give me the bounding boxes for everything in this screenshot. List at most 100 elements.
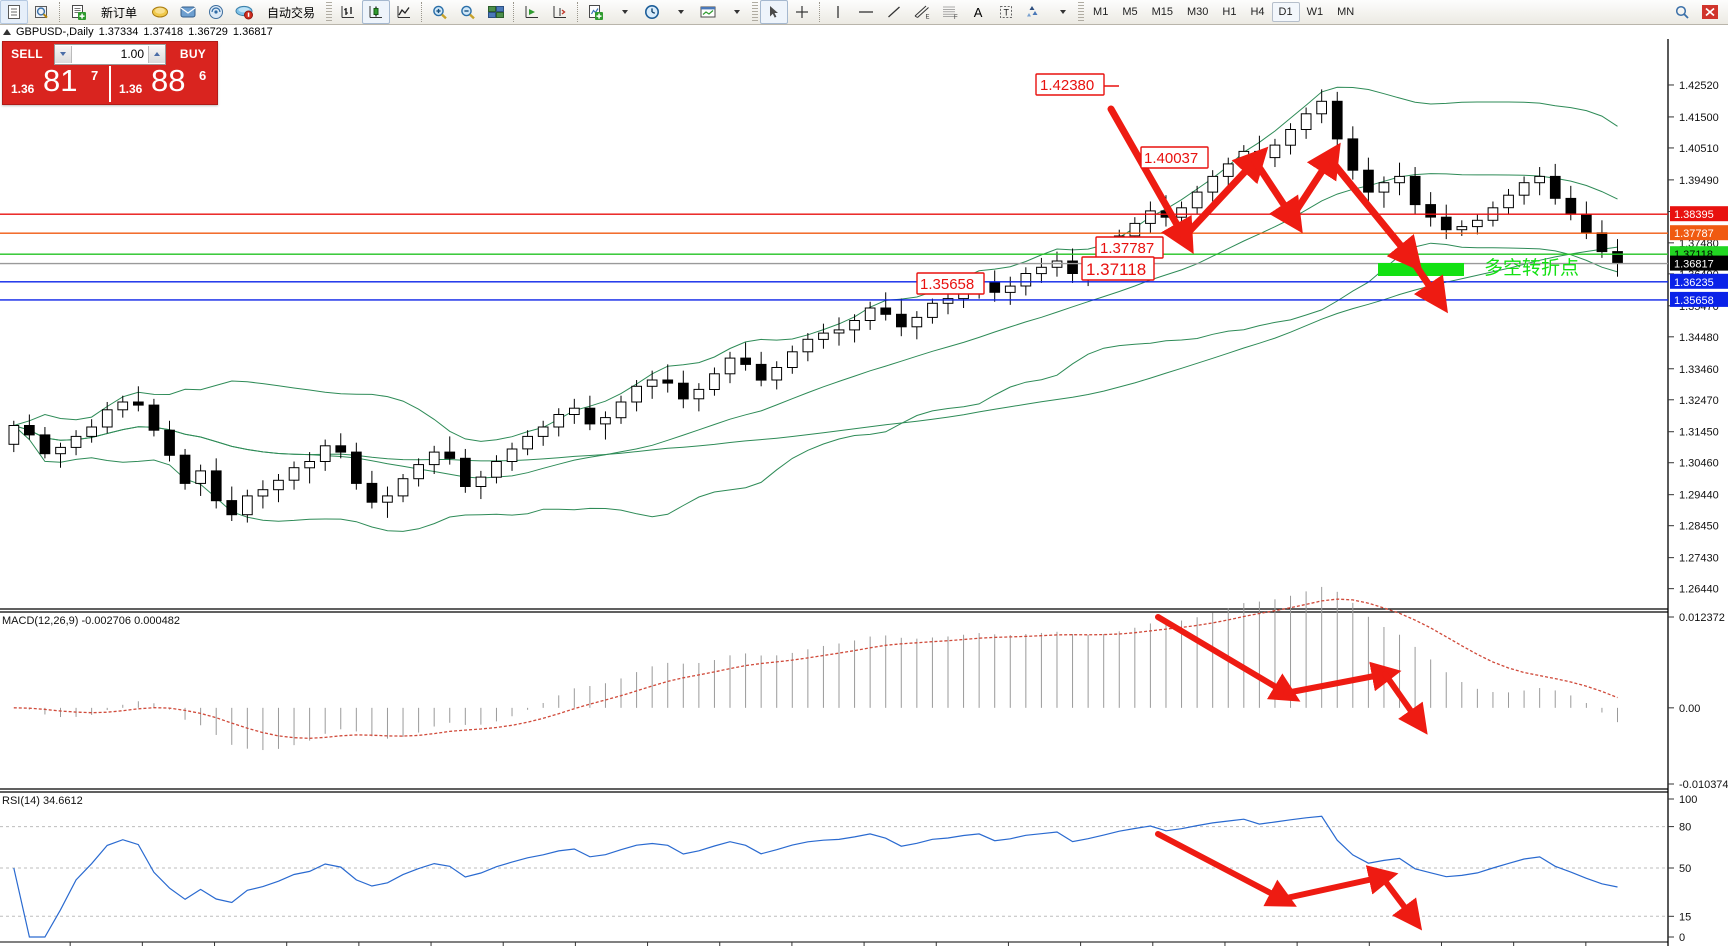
zoom-out-icon[interactable] [454, 0, 482, 24]
cursor-icon[interactable] [760, 0, 789, 24]
volume-stepper-up-icon[interactable] [148, 45, 165, 63]
price-chart-series [8, 86, 1623, 532]
timeframe-h4[interactable]: H4 [1250, 6, 1265, 18]
price-tick-label: 1.29440 [1679, 490, 1719, 502]
timeframe-m1[interactable]: M1 [1093, 6, 1109, 18]
candle-body [1004, 285, 1016, 293]
candle-body [319, 445, 331, 462]
rsi-series [0, 815, 1668, 938]
chart-area[interactable]: 1.425201.415001.405101.394901.384801.374… [0, 39, 1728, 946]
fibonacci-icon[interactable]: F [936, 0, 964, 24]
candle-body [880, 307, 892, 315]
toolbar-grip[interactable] [326, 2, 333, 22]
candlestick-chart-icon[interactable] [362, 0, 391, 24]
axis-highlight [1670, 291, 1728, 307]
annotation-box-142380 [1035, 73, 1105, 96]
text-box-icon[interactable]: T [992, 0, 1020, 24]
sell-price-main: 81 [43, 63, 78, 98]
period-clock-icon[interactable] [638, 0, 666, 24]
candle-body [709, 373, 720, 390]
pane-frames [0, 39, 1669, 946]
candle-body [1254, 150, 1265, 159]
sell-price[interactable]: 1.36 81 7 [3, 63, 109, 102]
timeframe-mn[interactable]: MN [1337, 6, 1355, 18]
timeframe-w1[interactable]: W1 [1306, 6, 1324, 18]
new-order-button[interactable]: 新订单 [92, 0, 146, 24]
macd-signal-line [13, 598, 1618, 739]
candle-body [740, 357, 751, 365]
mailbox-icon[interactable] [174, 0, 202, 24]
volume-input[interactable]: 1.00 [54, 43, 166, 65]
price-tick-label: 1.40510 [1679, 143, 1719, 155]
one-click-trading-panel[interactable]: SELL 1.00 BUY 1.36 81 7 1.36 88 6 [2, 41, 218, 105]
axis-highlight-label: 1.35658 [1674, 295, 1714, 307]
timeframe-m30[interactable]: M30 [1187, 6, 1209, 18]
timeframe-m5[interactable]: M5 [1122, 6, 1138, 18]
buy-price[interactable]: 1.36 88 6 [109, 64, 217, 102]
inspect-icon[interactable] [28, 0, 56, 24]
candle-body [537, 426, 549, 437]
candle-body [24, 425, 35, 436]
sell-button[interactable]: SELL [11, 47, 43, 61]
templates-dropdown[interactable] [722, 0, 750, 24]
candle-body [646, 379, 658, 387]
text-label-icon[interactable]: A [973, 4, 983, 20]
search-icon[interactable] [1668, 0, 1696, 24]
toolbar-grip-2[interactable] [752, 2, 759, 22]
trendline-icon[interactable] [880, 0, 908, 24]
autotrade-button[interactable]: 自动交易 [258, 0, 324, 24]
bar-chart-icon[interactable] [334, 0, 362, 24]
shapes-icon[interactable] [1020, 0, 1048, 24]
tile-windows-icon[interactable] [482, 0, 510, 24]
period-dropdown[interactable] [666, 0, 694, 24]
price-tick-label: 1.28450 [1679, 521, 1719, 533]
equidistant-channel-icon[interactable]: E [908, 0, 936, 24]
candle-body [631, 385, 642, 403]
volume-dropdown-icon[interactable] [55, 45, 72, 63]
candle-body [818, 332, 829, 340]
crosshair-icon[interactable] [788, 0, 816, 24]
candle-body [1518, 182, 1530, 196]
axis-highlight-label: 1.37787 [1674, 228, 1714, 240]
chart-autoscroll-icon[interactable] [546, 0, 574, 24]
autotrade-icon[interactable] [230, 0, 258, 24]
candle-body [1503, 194, 1514, 209]
candle-body [475, 476, 487, 488]
chart-shift-icon[interactable] [518, 0, 546, 24]
trade-panel-top-row: SELL 1.00 BUY [3, 42, 217, 66]
toolbar-grip-3[interactable] [1078, 2, 1085, 22]
toolbar-right-group [1668, 0, 1728, 24]
price-tick-label: 1.41500 [1679, 112, 1719, 124]
add-indicator-dropdown[interactable] [610, 0, 638, 24]
timeframe-m15[interactable]: M15 [1151, 6, 1173, 18]
annotation-135658: 1.35658 [920, 276, 974, 293]
gold-icon[interactable] [146, 0, 174, 24]
chart-canvas[interactable]: 1.425201.415001.405101.394901.384801.374… [0, 39, 1728, 946]
rsi-tick-label: 50 [1679, 863, 1691, 875]
timeframe-d1[interactable]: D1 [1271, 2, 1300, 22]
zoom-in-icon[interactable] [426, 0, 454, 24]
horizontal-line-icon[interactable] [852, 0, 880, 24]
list-icon[interactable] [0, 0, 28, 24]
axis-highlight-label: 1.38395 [1674, 209, 1714, 221]
vertical-line-icon[interactable] [824, 0, 852, 24]
candle-body [133, 401, 144, 406]
new-order-icon[interactable] [64, 0, 92, 24]
buy-button[interactable]: BUY [179, 47, 207, 61]
candle-body [1316, 100, 1328, 115]
annotation-137787: 1.37787 [1100, 240, 1154, 257]
signal-icon[interactable] [202, 0, 230, 24]
close-icon[interactable] [1696, 0, 1724, 24]
rsi-label: RSI(14) 34.6612 [2, 795, 83, 807]
candle-body [1581, 213, 1592, 234]
templates-icon[interactable] [694, 0, 722, 24]
annotation-box-140037 [1140, 146, 1209, 169]
ohlc-low: 1.36729 [188, 26, 228, 38]
line-chart-icon[interactable] [390, 0, 418, 24]
shapes-dropdown[interactable] [1048, 0, 1076, 24]
rsi-tick-label: 0 [1679, 932, 1685, 944]
candle-body [1222, 163, 1234, 177]
timeframe-h1[interactable]: H1 [1222, 6, 1237, 18]
sell-price-fraction: 7 [91, 68, 99, 83]
add-indicator-icon[interactable] [582, 0, 610, 24]
